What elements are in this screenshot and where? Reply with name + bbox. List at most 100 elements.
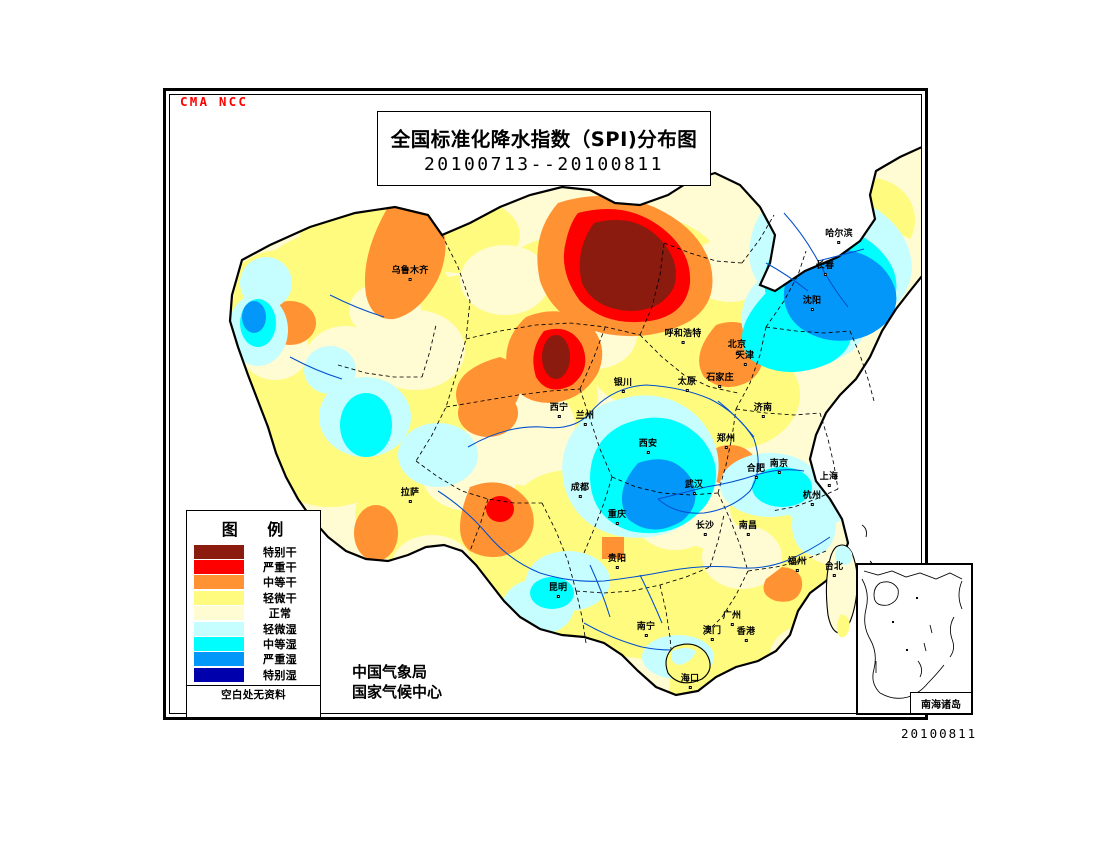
organization-footer: 中国气象局 国家气候中心 <box>352 662 442 703</box>
city-marker-dot <box>408 499 412 503</box>
city-label: 澳门 <box>703 627 721 641</box>
city-marker-dot <box>688 685 692 689</box>
org-line-1: 中国气象局 <box>352 663 428 681</box>
city-name: 沈阳 <box>802 296 822 306</box>
legend-label: 特别湿 <box>263 668 297 682</box>
legend-swatch <box>194 667 244 682</box>
city-label: 南昌 <box>739 522 757 536</box>
city-marker-dot <box>556 594 560 598</box>
city-name: 兰州 <box>575 411 595 421</box>
legend-item: 特别湿 <box>187 667 320 682</box>
city-label: 昆明 <box>549 584 567 598</box>
city-name: 南京 <box>769 459 789 469</box>
legend-box: 图 例 特别干 严重干 中等干 轻微干 正常 轻微湿 中等湿 严重湿 特别湿 空白处无资料 <box>186 510 321 718</box>
legend-label: 特别干 <box>263 545 297 559</box>
city-label: 郑州 <box>717 435 735 449</box>
city-marker-dot <box>724 445 728 449</box>
city-marker-dot <box>703 532 707 536</box>
city-name: 石家庄 <box>706 373 734 383</box>
city-label: 太原 <box>678 378 696 392</box>
org-line-2: 国家气候中心 <box>352 683 443 702</box>
city-marker-dot <box>744 638 748 642</box>
legend-rows: 特别干 严重干 中等干 轻微干 正常 轻微湿 中等湿 严重湿 特别湿 <box>187 544 320 683</box>
city-label: 武汉 <box>685 481 703 495</box>
city-label: 南宁 <box>637 623 655 637</box>
city-name: 哈尔滨 <box>825 229 853 239</box>
south-china-sea-inset: 南海诸岛 <box>856 563 973 715</box>
city-name: 长春 <box>815 261 835 271</box>
city-label: 福州 <box>788 558 806 572</box>
city-name: 呼和浩特 <box>664 329 702 339</box>
city-label: 成都 <box>571 484 589 498</box>
city-marker-dot <box>827 483 831 487</box>
city-name: 天津 <box>735 351 755 361</box>
legend-swatch <box>194 575 244 590</box>
city-label: 杭州 <box>803 492 821 506</box>
city-name: 合肥 <box>746 464 766 474</box>
city-label: 呼和浩特 <box>665 330 702 344</box>
city-marker-dot <box>746 532 750 536</box>
city-name: 台北 <box>824 562 844 572</box>
city-marker-dot <box>408 277 412 281</box>
city-label: 兰州 <box>576 412 594 426</box>
city-marker-dot <box>578 494 582 498</box>
city-name: 拉萨 <box>400 488 420 498</box>
city-marker-dot <box>730 622 734 626</box>
city-name: 西安 <box>638 439 658 449</box>
city-marker-dot <box>718 384 722 388</box>
city-marker-dot <box>685 388 689 392</box>
city-name: 南宁 <box>636 622 656 632</box>
legend-item: 严重湿 <box>187 652 320 667</box>
legend-item: 正常 <box>187 606 320 621</box>
city-name: 重庆 <box>607 510 627 520</box>
city-label: 银川 <box>614 379 632 393</box>
city-name: 太原 <box>677 377 697 387</box>
city-label: 西宁 <box>550 404 568 418</box>
legend-swatch <box>194 621 244 636</box>
city-name: 济南 <box>753 403 773 413</box>
city-marker-dot <box>795 568 799 572</box>
legend-label: 正常 <box>268 607 292 621</box>
legend-swatch <box>194 652 244 667</box>
city-label: 哈尔滨 <box>825 230 853 244</box>
city-marker-dot <box>777 470 781 474</box>
city-name: 南昌 <box>738 521 758 531</box>
city-marker-dot <box>710 637 714 641</box>
city-marker-dot <box>735 351 739 355</box>
city-label: 南京 <box>770 460 788 474</box>
legend-label: 轻微干 <box>263 591 297 605</box>
city-label: 北京 <box>728 341 746 355</box>
city-marker-dot <box>615 565 619 569</box>
city-name: 乌鲁木齐 <box>391 266 429 276</box>
city-label: 海口 <box>681 675 699 689</box>
city-name: 杭州 <box>802 491 822 501</box>
legend-item: 轻微干 <box>187 590 320 605</box>
city-name: 贵阳 <box>607 554 627 564</box>
legend-label: 严重湿 <box>263 653 297 667</box>
city-label: 石家庄 <box>706 374 734 388</box>
legend-label: 中等湿 <box>263 638 297 652</box>
city-name: 武汉 <box>684 480 704 490</box>
city-name: 香港 <box>736 627 756 637</box>
city-label: 长春 <box>816 262 834 276</box>
city-label: 重庆 <box>608 511 626 525</box>
city-name: 海口 <box>680 674 700 684</box>
legend-note: 空白处无资料 <box>187 684 320 702</box>
inset-map-svg <box>861 570 963 699</box>
city-name: 郑州 <box>716 434 736 444</box>
city-marker-dot <box>810 307 814 311</box>
city-name: 长沙 <box>695 521 715 531</box>
legend-swatch <box>194 544 244 559</box>
city-marker-dot <box>644 633 648 637</box>
legend-heading: 图 例 <box>221 520 296 539</box>
city-marker-dot <box>743 362 747 366</box>
city-label: 上海 <box>820 473 838 487</box>
city-name: 福州 <box>787 557 807 567</box>
legend-label: 轻微湿 <box>263 622 297 636</box>
legend-item: 中等干 <box>187 575 320 590</box>
city-label: 西安 <box>639 440 657 454</box>
city-label: 天津 <box>736 352 754 366</box>
city-label: 香港 <box>737 628 755 642</box>
city-marker-dot <box>557 414 561 418</box>
legend-swatch <box>194 606 244 621</box>
